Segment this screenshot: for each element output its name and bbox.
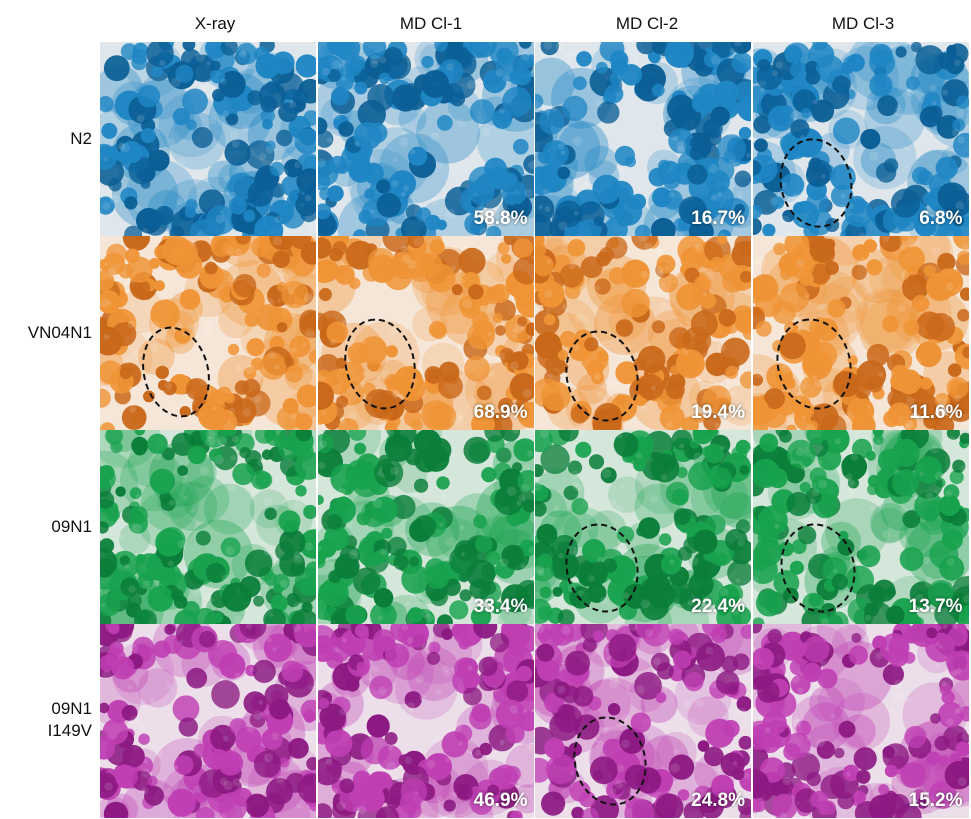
row-label-09n1-i149v: 09N1 I149V (0, 698, 92, 742)
molecular-surface-image (752, 236, 969, 430)
surface-panel: 22.4% (535, 430, 751, 624)
surface-panel: 58.8% (317, 42, 534, 236)
population-percentage: 13.7% (908, 596, 963, 617)
surface-panel: 24.8% (535, 624, 751, 818)
population-percentage: 19.4% (691, 402, 745, 423)
population-percentage: 6.8% (919, 208, 963, 229)
molecular-surface-image (100, 624, 316, 818)
surface-panel: 13.7% (752, 430, 969, 624)
row-label-line: 09N1 (51, 517, 92, 536)
population-percentage: 11.6% (909, 402, 963, 423)
molecular-surface-image (535, 624, 751, 818)
row-label-n2: N2 (0, 128, 92, 150)
population-percentage: 68.9% (473, 402, 528, 423)
population-percentage: 24.8% (691, 790, 745, 811)
population-percentage: 15.2% (908, 790, 963, 811)
molecular-surface-image (535, 236, 751, 430)
row-label-vn04n1: VN04N1 (0, 322, 92, 344)
population-percentage: 33.4% (473, 596, 528, 617)
molecular-surface-image (317, 624, 534, 818)
molecular-surface-image (317, 236, 534, 430)
row-label-09n1: 09N1 (0, 516, 92, 538)
column-header-xray: X-ray (194, 14, 236, 33)
population-percentage: 58.8% (473, 208, 528, 229)
molecular-surface-image (752, 624, 969, 818)
row-label-line: N2 (70, 129, 92, 148)
column-header-md-cl-1: MD Cl-1 (399, 14, 463, 33)
row-label-line: I149V (47, 721, 92, 740)
molecular-surface-image (317, 42, 534, 236)
molecular-surface-image (100, 42, 316, 236)
row-label-line: VN04N1 (27, 323, 92, 342)
molecular-surface-image (535, 430, 751, 624)
molecular-surface-image (535, 42, 751, 236)
surface-panel: 15.2% (752, 624, 969, 818)
population-percentage: 16.7% (691, 208, 745, 229)
surface-panel: 33.4% (317, 430, 534, 624)
molecular-surface-image (752, 430, 969, 624)
surface-panel (100, 42, 316, 236)
molecular-surface-image (100, 430, 316, 624)
surface-panel: 19.4% (535, 236, 751, 430)
surface-panel (100, 236, 316, 430)
surface-panel (100, 430, 316, 624)
surface-panel: 68.9% (317, 236, 534, 430)
surface-panel: 6.8% (752, 42, 969, 236)
population-percentage: 46.9% (473, 790, 528, 811)
row-label-line: 09N1 (51, 699, 92, 718)
column-header-md-cl-2: MD Cl-2 (615, 14, 679, 33)
population-percentage: 22.4% (691, 596, 745, 617)
surface-panel: 11.6% (752, 236, 969, 430)
molecular-surface-image (752, 42, 969, 236)
molecular-surface-image (100, 236, 316, 430)
column-header-md-cl-3: MD Cl-3 (831, 14, 895, 33)
surface-panel: 46.9% (317, 624, 534, 818)
surface-panel (100, 624, 316, 818)
molecular-surface-image (317, 430, 534, 624)
surface-panel: 16.7% (535, 42, 751, 236)
